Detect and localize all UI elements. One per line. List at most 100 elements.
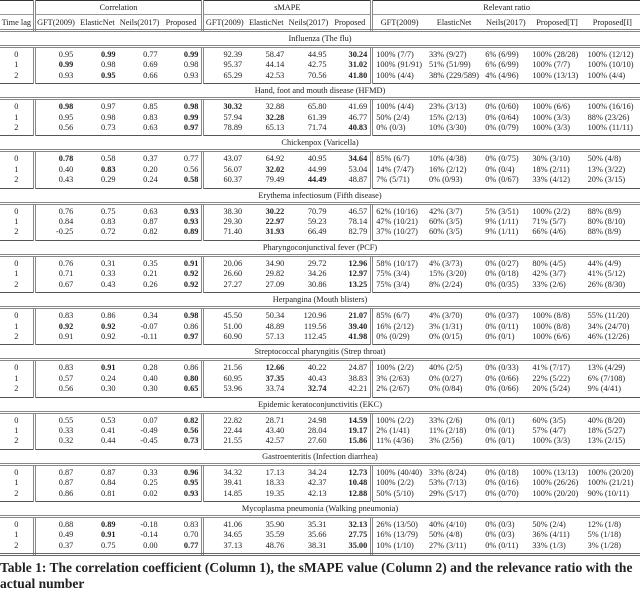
value-cell: 0.89 [100,519,116,529]
table-row: 2 0.56 0.73 0.63 0.97 78.89 65.13 71.74 40.83 0% … [0,123,640,136]
value-cell: -0.07 [140,321,158,331]
value-cell: 100% (10/10) [587,60,634,70]
table-row: 2 0.67 0.43 0.26 0.92 27.27 27.09 30.86 13.25 75%… [0,279,640,293]
value-cell: 30% (3/10) [532,154,570,164]
value-cell: 26% (8/30) [587,279,626,289]
value-cell: 100% (7/7) [376,50,414,59]
value-cell: 3% (2/56) [428,436,463,446]
table-row: 0 0.95 0.99 0.77 0.99 92.39 58.47 44.95 30.24 100… [0,46,640,61]
value-cell: 0.78 [58,154,74,164]
value-cell: 39.41 [223,478,243,488]
value-cell: 0.95 [160,478,205,489]
column-header: GFT(2009) [371,14,426,32]
time-lag-cell: 0 [0,203,36,218]
column-header: Proposed[I] [584,14,640,32]
column-header: Proposed [160,14,205,32]
value-cell: 3% (1/31) [428,321,463,331]
table-row: 1 0.49 0.91 -0.14 0.70 34.65 35.59 35.66 27.75 16… [0,530,640,541]
value-cell: 0.99 [160,46,205,61]
value-cell: 24.98 [307,415,327,425]
time-lag-cell: 0 [0,516,36,531]
value-cell: 40% (2/5) [428,363,463,373]
disease-title: Erythema infectiosum (Fifth disease) [0,187,640,205]
value-cell: 42.75 [307,60,327,70]
value-cell: 53.96 [223,384,243,394]
value-cell: 0.86 [160,321,205,332]
value-cell: 18.33 [265,478,285,488]
value-cell: 2% (1/41) [376,425,410,435]
value-cell: 5% (1/18) [587,530,622,540]
value-cell: 0.73 [100,123,116,133]
value-cell: 21.07 [329,307,374,322]
value-cell: 33% (2/6) [532,279,566,289]
time-lag-cell: 0 [0,359,36,374]
column-header-row: Time lag GFT(2009) ElasticNet Neils(2017) Pr… [0,14,640,32]
table-row: 1 0.40 0.83 0.20 0.56 56.07 32.02 44.99 53.04 14%… [0,164,640,176]
value-cell: 26.60 [223,269,243,279]
value-cell: 46.57 [329,203,374,218]
disease-title: Gastroenteritis (Infection diarrhea) [0,448,640,466]
value-cell: 100% (13/13) [532,70,579,80]
value-cell: 0.83 [143,112,158,122]
value-cell: 0.83 [58,363,74,373]
value-cell: 12.97 [329,269,374,280]
value-cell: 9% (1/11) [485,227,519,237]
time-lag-cell: 2 [0,384,36,398]
value-cell: 0.93 [160,203,205,218]
table-row: 0 0.87 0.87 0.33 0.96 34.32 17.13 34.24 12.73 100… [0,464,640,479]
value-cell: 0.77 [143,50,158,59]
value-cell: 100% (6/6) [532,102,570,112]
table-row: 2 0.37 0.75 0.00 0.77 37.13 48.76 38.31 35.00 10%… [0,540,640,557]
value-cell: 41.69 [329,98,374,113]
value-cell: 0.80 [160,373,205,385]
value-cell: 27.75 [329,530,374,541]
value-cell: 40.43 [307,373,327,383]
value-cell: 0.93 [160,70,205,84]
value-cell: 2% (2/67) [376,384,410,394]
value-cell: 33% (4/12) [532,175,570,185]
value-cell: 12.96 [329,255,374,270]
value-cell: 32.74 [307,384,327,394]
table-row: 1 0.99 0.98 0.69 0.98 95.37 44.14 42.75 31.02 100… [0,60,640,71]
value-cell: 0.99 [160,112,205,124]
value-cell: 48.89 [265,321,285,331]
table-row: 2 0.56 0.30 0.30 0.65 53.96 33.74 32.74 42.21 2% … [0,384,640,398]
value-cell: 60.90 [223,331,243,341]
time-lag-cell: 1 [0,478,36,489]
value-cell: 59.23 [307,217,327,227]
value-cell: 6% (6/99) [485,50,519,59]
value-cell: 66% (4/6) [532,227,566,237]
value-cell: 12.88 [329,488,374,502]
disease-title-row: Erythema infectiosum (Fifth disease) [0,187,640,205]
column-header: Neils(2017) [287,14,330,32]
table-row: 1 0.92 0.92 -0.07 0.86 51.00 48.89 119.56 39.40 1… [0,321,640,332]
value-cell: 34.32 [223,467,243,477]
value-cell: 100% (4/4) [587,70,626,80]
value-cell: 27% (3/11) [425,540,483,557]
value-cell: 7% (5/71) [376,175,410,185]
disease-title: Influenza (The flu) [0,30,640,48]
disease-title: Mycoplasma pneumonia (Walking pneumonia) [0,500,640,518]
time-lag-cell: 2 [0,175,36,189]
value-cell: 0.91 [100,530,116,540]
value-cell: 0.34 [143,311,158,321]
value-cell: 0.98 [160,307,205,322]
value-cell: 100% (4/4) [376,102,414,112]
disease-title-row: Chickenpox (Varicella) [0,135,640,153]
value-cell: 41.80 [329,70,374,84]
value-cell: 33% (9/27) [428,50,467,59]
value-cell: 0.97 [160,123,205,136]
table-row: 1 0.33 0.41 -0.49 0.56 22.44 43.40 28.04 19.17 2%… [0,425,640,437]
value-cell: 80% (4/5) [532,258,566,268]
value-cell: -0.11 [140,331,158,341]
value-cell: 0.65 [160,384,205,398]
value-cell: 0% (0/3) [376,123,406,133]
value-cell: 100% (6/6) [532,331,570,341]
value-cell: 100% (3/3) [532,123,570,133]
value-cell: 92.39 [223,50,243,59]
value-cell: 16% (13/79) [376,530,418,540]
value-cell: 44.95 [307,50,327,59]
value-cell: 44.99 [307,164,327,174]
value-cell: 0% (0/11) [485,321,519,331]
value-cell: 57% (4/7) [532,425,566,435]
